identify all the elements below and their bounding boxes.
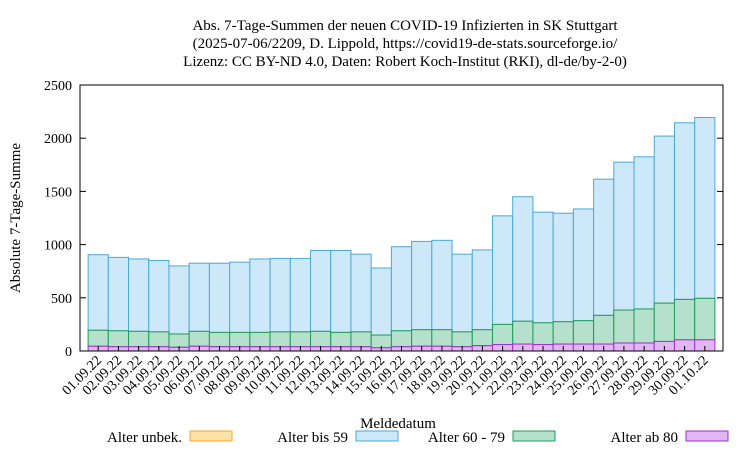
bar-alter-bis-59-17-09-22	[411, 240, 433, 331]
legend-swatch	[189, 430, 233, 442]
bar-alter-bis-59-04-09-22	[148, 260, 170, 333]
bar-alter-bis-59-30-09-22	[673, 122, 696, 300]
bar-alter-bis-59-08-09-22	[229, 261, 251, 333]
chart-title-line-3: Lizenz: CC BY-ND 4.0, Daten: Robert Koch…	[183, 54, 627, 70]
bar-alter-bis-59-28-09-22	[633, 156, 655, 310]
bar-alter-bis-59-22-09-22	[512, 196, 534, 322]
y-tick-label: 2000	[44, 132, 72, 147]
bar-alter-60-79-30-09-22	[673, 298, 696, 341]
chart-title-line-1: Abs. 7-Tage-Summen der neuen COVID-19 In…	[192, 18, 618, 34]
legend-label: Alter 60 - 79	[428, 430, 505, 446]
bar-alter-60-79-27-09-22	[613, 309, 635, 344]
bar-alter-bis-59-12-09-22	[310, 249, 332, 332]
bar-alter-bis-59-26-09-22	[593, 178, 615, 316]
bar-alter-60-79-10-09-22	[269, 331, 291, 348]
bar-alter-60-79-01-10-22	[694, 297, 716, 341]
legend: Alter unbek. Alter bis 59 Alter 60 - 79 Alt…	[107, 430, 729, 446]
y-axis-title: Absolute 7-Tage-Summe	[8, 143, 24, 294]
bar-alter-60-79-18-09-22	[431, 329, 453, 347]
bar-alter-bis-59-02-09-22	[107, 256, 130, 332]
bar-alter-60-79-06-09-22	[188, 330, 210, 347]
bar-alter-bis-59-13-09-22	[330, 249, 352, 333]
bar-alter-bis-59-15-09-22	[370, 267, 392, 336]
bar-alter-60-79-11-09-22	[289, 331, 312, 348]
bar-alter-60-79-15-09-22	[370, 334, 392, 349]
bar-alter-60-79-28-09-22	[633, 308, 655, 344]
bar-alter-bis-59-06-09-22	[188, 262, 210, 332]
bar-alter-60-79-01-09-22	[87, 329, 109, 347]
bar-alter-bis-59-23-09-22	[532, 211, 554, 324]
bar-alter-bis-59-14-09-22	[350, 253, 372, 333]
bar-alter-60-79-14-09-22	[350, 331, 372, 348]
x-axis-title: Meldedatum	[360, 416, 436, 432]
bar-alter-60-79-03-09-22	[128, 330, 150, 348]
bar-alter-bis-59-27-09-22	[613, 161, 635, 311]
bar-alter-bis-59-24-09-22	[552, 212, 574, 323]
bar-alter-bis-59-01-09-22	[87, 254, 109, 331]
bar-alter-bis-59-11-09-22	[289, 257, 312, 333]
y-axis: 0 500 1000 1500 2000 2500	[44, 79, 723, 360]
bar-alter-bis-59-10-09-22	[269, 257, 291, 333]
chart-title-line-2: (2025-07-06/2209, D. Lippold, https://co…	[193, 36, 618, 52]
legend-swatch	[512, 430, 556, 442]
bar-alter-60-79-22-09-22	[512, 320, 534, 345]
bar-alter-60-79-20-09-22	[471, 329, 493, 347]
y-tick-label: 0	[65, 345, 72, 360]
bar-alter-60-79-17-09-22	[411, 329, 433, 347]
bar-alter-60-79-26-09-22	[593, 314, 615, 345]
bar-alter-60-79-25-09-22	[572, 320, 595, 345]
bar-alter-60-79-23-09-22	[532, 322, 554, 346]
bar-alter-60-79-04-09-22	[148, 331, 170, 348]
bar-alter-60-79-05-09-22	[168, 333, 190, 348]
bar-alter-60-79-12-09-22	[310, 330, 332, 348]
legend-swatch	[355, 430, 399, 442]
bar-alter-60-79-16-09-22	[390, 330, 413, 348]
y-tick-label: 2500	[44, 79, 72, 94]
y-tick-label: 1000	[44, 239, 72, 254]
y-tick-label: 500	[51, 292, 72, 307]
legend-swatch	[685, 430, 729, 442]
bar-alter-bis-59-21-09-22	[491, 215, 514, 325]
bar-alter-bis-59-25-09-22	[572, 208, 595, 322]
bar-alter-60-79-09-09-22	[249, 331, 271, 348]
bar-alter-bis-59-16-09-22	[390, 246, 413, 332]
bar-alter-bis-59-05-09-22	[168, 265, 190, 335]
bar-alter-bis-59-18-09-22	[431, 239, 453, 331]
bar-alter-60-79-21-09-22	[491, 323, 514, 346]
bar-alter-60-79-19-09-22	[451, 331, 473, 348]
bar-alter-bis-59-29-09-22	[653, 135, 675, 304]
bar-alter-60-79-24-09-22	[552, 321, 574, 345]
bar-alter-60-79-02-09-22	[107, 330, 130, 348]
bar-alter-bis-59-09-09-22	[249, 258, 271, 333]
y-tick-label: 1500	[44, 185, 72, 200]
bar-alter-60-79-29-09-22	[653, 302, 675, 342]
legend-label: Alter bis 59	[277, 430, 348, 446]
bar-alter-60-79-13-09-22	[330, 331, 352, 348]
bar-alter-60-79-07-09-22	[208, 331, 231, 348]
legend-label: Alter unbek.	[107, 430, 182, 446]
bar-alter-60-79-08-09-22	[229, 331, 251, 348]
bar-alter-bis-59-19-09-22	[451, 253, 473, 333]
bar-alter-bis-59-03-09-22	[128, 258, 150, 332]
bar-alter-bis-59-01-10-22	[694, 116, 716, 299]
legend-label: Alter ab 80	[611, 430, 678, 446]
bar-alter-bis-59-07-09-22	[208, 262, 231, 333]
bar-alter-bis-59-20-09-22	[471, 249, 493, 331]
